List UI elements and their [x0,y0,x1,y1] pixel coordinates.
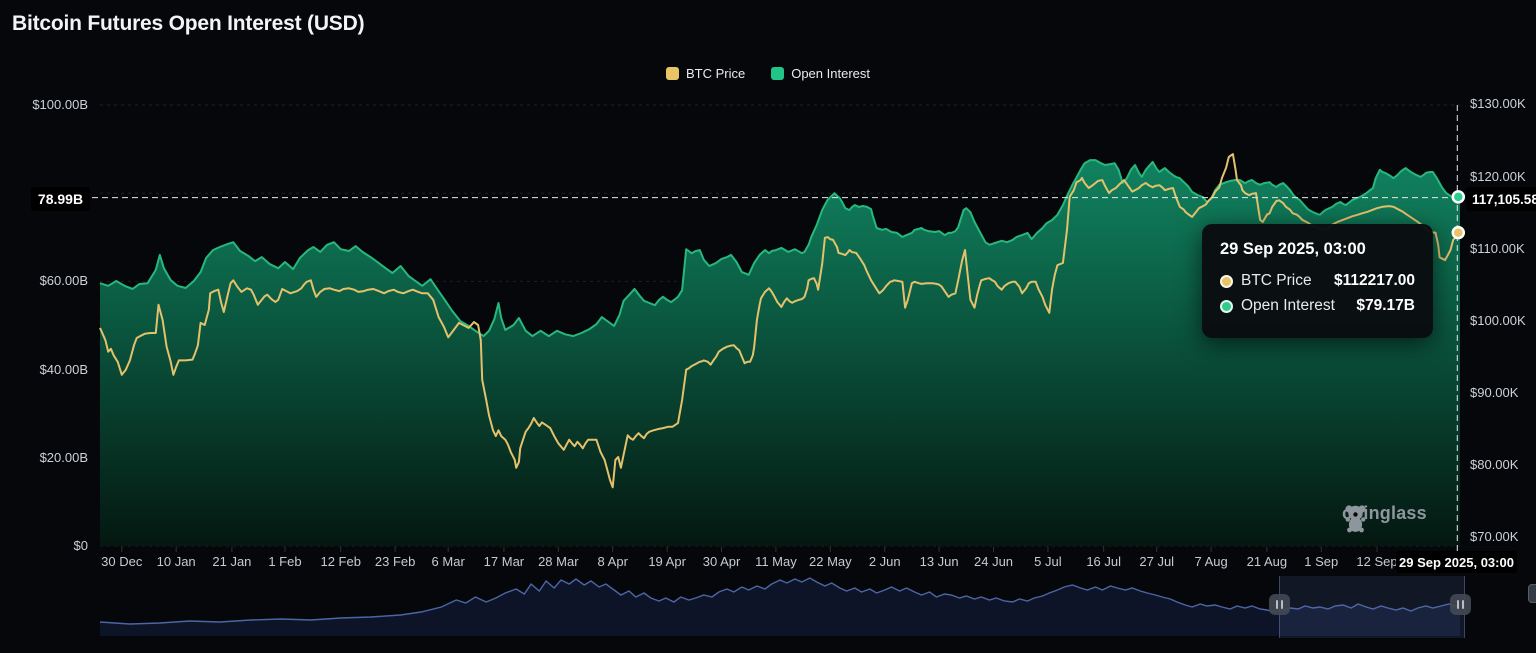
open-interest-line [99,159,1461,338]
x-axis-label: 16 Jul [1086,554,1122,569]
y-axis-left-label: $40.00B [39,361,88,377]
watermark: coinglass [1342,503,1427,533]
x-axis-label: 11 May [755,554,797,569]
tooltip-series-dot [1220,274,1233,288]
x-axis-label: 12 Sep [1356,554,1398,569]
x-axis-label: 7 Aug [1194,554,1228,569]
x-axis-label: 13 Jun [919,554,959,569]
crosshair-left-label: 78.99B [31,187,90,211]
tooltip-row: Open Interest $79.17B [1220,297,1415,315]
btc-price-marker [1451,225,1466,240]
y-axis-left-label: $0 [73,538,88,553]
x-axis-label: 2 Jun [868,554,901,569]
x-axis-label: 30 Dec [101,554,143,569]
y-axis-right-label: $80.00K [1470,456,1519,472]
x-axis-label: 19 Apr [648,554,686,569]
tooltip-series-label: Open Interest [1241,297,1335,314]
x-axis-label: 5 Jul [1034,554,1062,569]
btc-price-line [99,153,1461,489]
page-title: Bitcoin Futures Open Interest (USD) [12,12,365,35]
crosshair-x-label: 29 Sep 2025, 03:00 [1396,551,1517,573]
crosshair-right-label: 117,105.58 [1466,187,1536,211]
x-axis-label: 22 May [808,554,852,569]
x-axis-label: 21 Aug [1246,554,1288,569]
tooltip-rows: BTC Price $112217.00 Open Interest $79.17B [1220,272,1415,315]
legend-item-open-interest[interactable]: Open Interest [771,66,870,81]
y-axis-right-label: $100.00K [1470,312,1526,328]
tooltip-title: 29 Sep 2025, 03:00 [1220,240,1366,258]
y-axis-right-label: $90.00K [1470,384,1519,400]
legend-item-btc-price[interactable]: BTC Price [665,66,746,81]
x-axis-label: 12 Feb [320,554,361,569]
edge-clipped-control[interactable] [1528,584,1536,603]
tooltip: 29 Sep 2025, 03:00 BTC Price $112217.00 Op… [1202,224,1433,338]
x-axis-label: 23 Feb [374,554,416,569]
x-axis-label: 10 Jan [156,554,196,569]
x-axis-label: 6 Mar [431,554,465,569]
tooltip-series-dot [1220,299,1233,313]
y-axis-right-label: $130.00K [1470,96,1526,112]
legend-swatch [665,67,679,80]
navigator-left-handle[interactable] [1269,594,1290,615]
legend-swatch [771,67,785,80]
legend-label: BTC Price [685,66,746,81]
y-axis-left-label: $20.00B [39,449,88,465]
x-axis-label: 27 Jul [1139,554,1175,569]
y-axis-left-label: $60.00B [39,273,88,289]
x-axis-label: 24 Jun [973,554,1014,569]
y-axis-right-label: $120.00K [1470,168,1526,184]
tooltip-row: BTC Price $112217.00 [1220,272,1415,290]
navigator-area [100,578,1460,636]
tooltip-series-label: BTC Price [1241,272,1312,289]
legend-label: Open Interest [791,66,870,81]
y-axis-right-label: $110.00K [1470,240,1525,256]
x-axis-label: 21 Jan [212,554,252,569]
x-axis-label: 17 Mar [483,554,525,569]
coinglass-bear-icon [1345,505,1366,533]
navigator-right-handle[interactable] [1450,594,1471,615]
open-interest-marker [1451,190,1466,204]
y-axis-right-label: $70.00K [1470,529,1519,544]
tooltip-series-value: $112217.00 [1333,272,1415,289]
navigator-selection[interactable] [1279,576,1465,638]
y-axis-left-label: $100.00B [32,97,88,112]
x-axis-label: 8 Apr [597,554,628,569]
x-axis-label: 1 Feb [268,554,302,569]
x-axis-label: 28 Mar [538,554,579,569]
legend: BTC Price Open Interest [0,66,1536,81]
x-axis-label: 1 Sep [1304,554,1339,569]
x-axis-label: 30 Apr [702,554,741,569]
tooltip-series-value: $79.17B [1356,297,1415,314]
open-interest-area [100,160,1460,546]
